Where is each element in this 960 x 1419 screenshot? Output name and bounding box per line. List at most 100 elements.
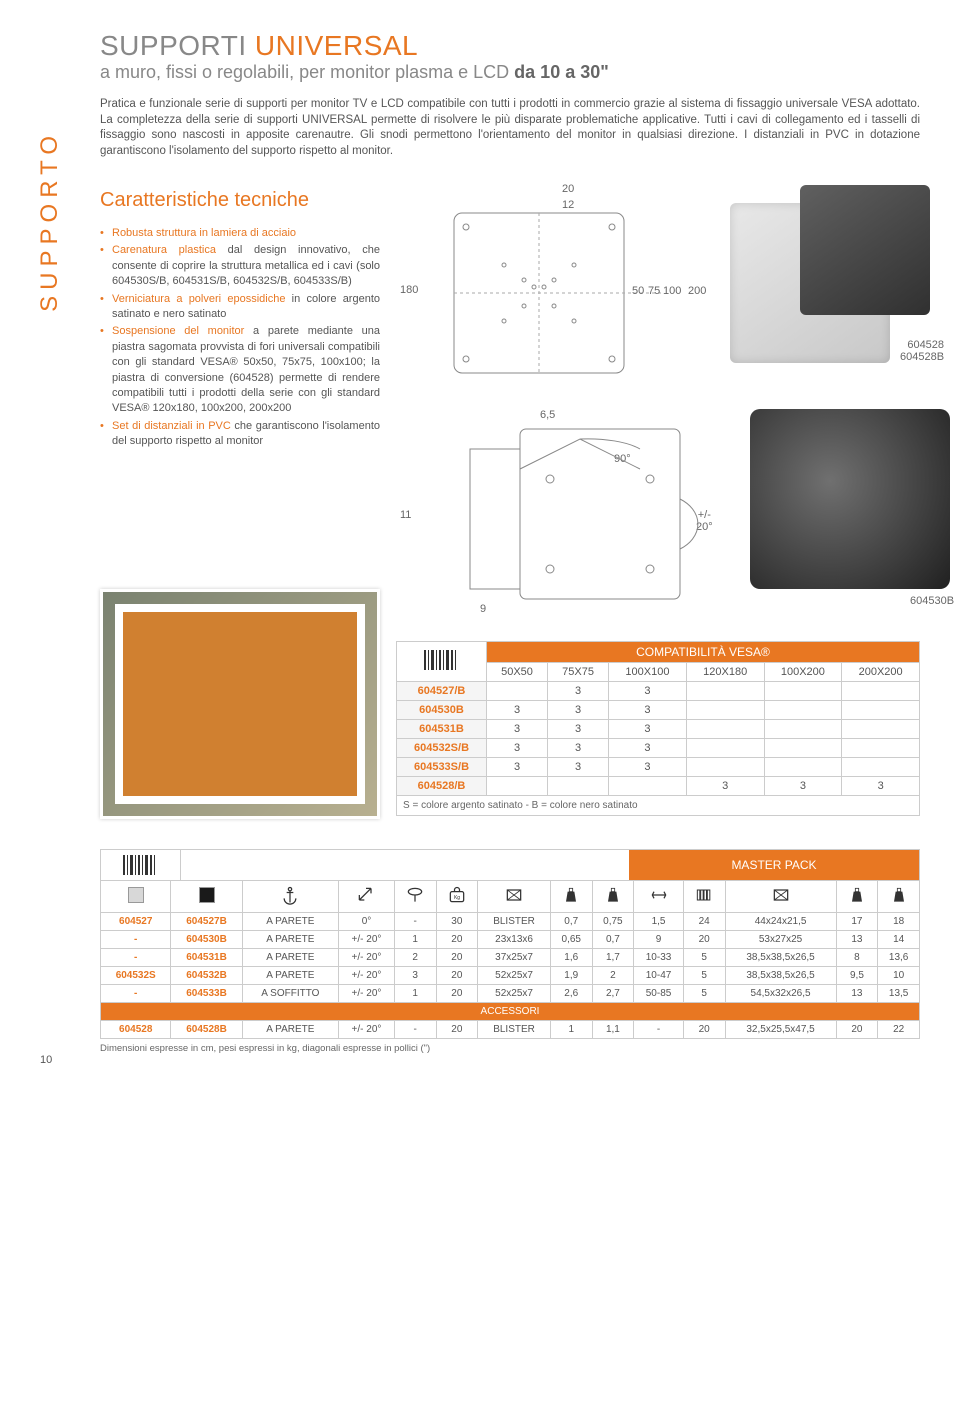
col-header: 120X180 <box>686 663 764 682</box>
value-cell <box>686 720 764 739</box>
acc-header-text: ACCESSORI <box>101 1003 920 1021</box>
value-cell: 3 <box>609 720 687 739</box>
feature-hl: Verniciatura a polveri epossidiche <box>112 293 285 305</box>
value-cell: 1 <box>550 1021 592 1039</box>
box-icon <box>478 881 551 913</box>
value-cell <box>686 739 764 758</box>
value-cell: 20 <box>436 967 478 985</box>
value-cell <box>764 720 842 739</box>
value-cell: 1,9 <box>550 967 592 985</box>
qty-icon <box>683 881 725 913</box>
model-cell: 604533S/B <box>397 758 487 777</box>
value-cell: +/- 20° <box>339 967 395 985</box>
code-text: 604528B <box>900 351 944 363</box>
dim-label: 100 <box>663 285 681 297</box>
value-cell: 5 <box>683 967 725 985</box>
value-cell: 17 <box>836 913 878 931</box>
subtitle: a muro, fissi o regolabili, per monitor … <box>100 62 920 83</box>
value-cell: 0,7 <box>550 913 592 931</box>
intro-paragraph: Pratica e funzionale serie di supporti p… <box>100 97 920 159</box>
dim-label: 50 <box>632 285 644 297</box>
bracket-drawing <box>420 419 720 619</box>
feature-hl: Set di distanziali in PVC <box>112 420 231 432</box>
dim-label: 180 <box>400 284 418 296</box>
tilt-icon <box>339 881 395 913</box>
value-cell <box>842 720 920 739</box>
value-cell: 1,6 <box>550 949 592 967</box>
value-cell: 14 <box>878 931 920 949</box>
table-row: -604533BA SOFFITTO+/- 20°12052x25x72,62,… <box>101 985 920 1003</box>
value-cell: 53x27x25 <box>725 931 836 949</box>
value-cell: 3 <box>548 682 609 701</box>
value-cell: 20 <box>836 1021 878 1039</box>
product-image-mount <box>750 409 950 589</box>
value-cell: 3 <box>609 739 687 758</box>
weight-icon-2 <box>836 881 878 913</box>
value-cell: 52x25x7 <box>478 967 551 985</box>
value-cell: 3 <box>487 720 548 739</box>
value-cell: A PARETE <box>242 931 338 949</box>
anchor-icon <box>242 881 338 913</box>
table-row: COMPATIBILITÀ VESA® <box>397 642 920 663</box>
value-cell: 3 <box>686 777 764 796</box>
value-cell: 3 <box>764 777 842 796</box>
weight-net-icon <box>550 881 592 913</box>
value-cell: A SOFFITTO <box>242 985 338 1003</box>
model-cell: 604532S/B <box>397 739 487 758</box>
value-cell: 2 <box>394 949 436 967</box>
value-cell: 20 <box>436 949 478 967</box>
title-pre: SUPPORTI <box>100 30 255 61</box>
feature-hl: Robusta struttura in lamiera di acciaio <box>112 227 296 239</box>
weight-icon-3 <box>878 881 920 913</box>
lifestyle-photo <box>100 589 380 819</box>
col-header: 50X50 <box>487 663 548 682</box>
swatch-black <box>171 881 242 913</box>
barcode-icon <box>123 855 159 875</box>
page-content: SUPPORTI UNIVERSAL a muro, fissi o regol… <box>100 30 920 1058</box>
value-cell <box>764 701 842 720</box>
value-cell: 37x25x7 <box>478 949 551 967</box>
value-cell <box>764 758 842 777</box>
value-cell: 20 <box>436 985 478 1003</box>
features-list: Robusta struttura in lamiera di acciaio … <box>100 226 380 449</box>
weight-gross-icon <box>592 881 634 913</box>
swatch-silver <box>101 881 171 913</box>
master-pack-section: MASTER PACK Kg 604527604527BA PARETE0°-3… <box>100 849 920 1058</box>
value-cell: A PARETE <box>242 949 338 967</box>
weight-icon: Kg <box>436 881 478 913</box>
model-cell: 604527/B <box>397 682 487 701</box>
value-cell: - <box>394 1021 436 1039</box>
value-cell: - <box>634 1021 684 1039</box>
col-header: 100X200 <box>764 663 842 682</box>
value-cell: 0,75 <box>592 913 634 931</box>
value-cell: 3 <box>548 701 609 720</box>
value-cell: 50-85 <box>634 985 684 1003</box>
value-cell: 3 <box>609 682 687 701</box>
value-cell: BLISTER <box>478 1021 551 1039</box>
table-row: 604527604527BA PARETE0°-30BLISTER0,70,75… <box>101 913 920 931</box>
model-cell: 604527 <box>101 913 171 931</box>
value-cell: 24 <box>683 913 725 931</box>
value-cell: +/- 20° <box>339 985 395 1003</box>
features-row: Caratteristiche tecniche Robusta struttu… <box>100 189 920 629</box>
value-cell: 13,6 <box>878 949 920 967</box>
code-text: 604528 <box>900 339 944 351</box>
value-cell <box>842 739 920 758</box>
value-cell: 3 <box>487 739 548 758</box>
value-cell: 38,5x38,5x26,5 <box>725 949 836 967</box>
value-cell: 1,7 <box>592 949 634 967</box>
value-cell <box>487 682 548 701</box>
vesa-table-section: COMPATIBILITÀ VESA® 50X50 75X75 100X100 … <box>396 641 920 816</box>
vesa-table: COMPATIBILITÀ VESA® 50X50 75X75 100X100 … <box>396 641 920 796</box>
value-cell <box>686 701 764 720</box>
table-row: 604532S/B333 <box>397 739 920 758</box>
master-table: Kg 604527604527BA PARETE0°-30BLISTER0,70… <box>100 880 920 1039</box>
svg-text:Kg: Kg <box>454 895 460 901</box>
value-cell: 3 <box>548 720 609 739</box>
value-cell: 3 <box>842 777 920 796</box>
value-cell: 1 <box>394 985 436 1003</box>
product-image-plate-dark <box>800 185 930 315</box>
value-cell: 20 <box>436 931 478 949</box>
value-cell <box>842 701 920 720</box>
value-cell: 22 <box>878 1021 920 1039</box>
